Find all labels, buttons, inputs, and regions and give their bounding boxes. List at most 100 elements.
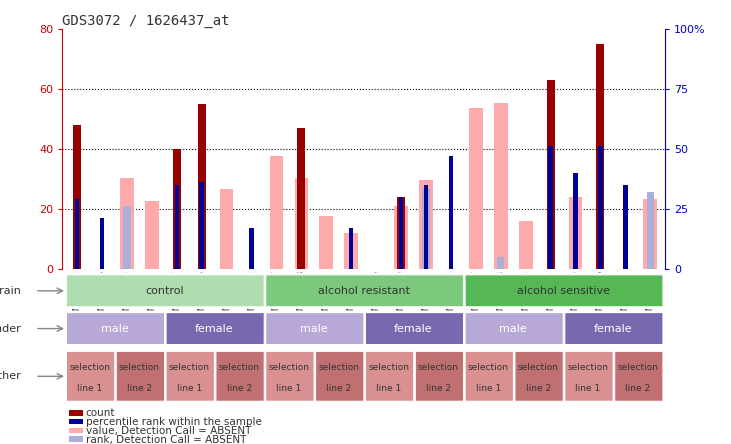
Bar (399, 197, 404, 269)
Bar (145, 202, 159, 269)
Bar (494, 103, 507, 269)
FancyBboxPatch shape (565, 313, 663, 345)
FancyBboxPatch shape (565, 351, 613, 401)
Text: selection: selection (169, 363, 210, 372)
Text: line 2: line 2 (126, 384, 152, 393)
Text: alcohol resistant: alcohol resistant (318, 286, 409, 296)
Bar (394, 206, 408, 269)
FancyBboxPatch shape (266, 351, 314, 401)
FancyBboxPatch shape (465, 313, 564, 345)
Text: line 2: line 2 (526, 384, 550, 393)
FancyBboxPatch shape (366, 351, 414, 401)
Text: strain: strain (0, 286, 21, 296)
Bar (175, 185, 179, 269)
FancyBboxPatch shape (67, 351, 115, 401)
Text: line 1: line 1 (476, 384, 501, 393)
Bar (569, 197, 583, 269)
FancyBboxPatch shape (465, 275, 663, 307)
FancyBboxPatch shape (166, 351, 214, 401)
Bar (200, 182, 204, 269)
Bar (547, 80, 555, 269)
Bar (75, 199, 80, 269)
FancyBboxPatch shape (316, 351, 364, 401)
FancyBboxPatch shape (116, 351, 164, 401)
Bar (99, 218, 105, 269)
Bar (497, 257, 504, 269)
Bar (519, 221, 532, 269)
Bar (548, 147, 553, 269)
Text: other: other (0, 371, 21, 381)
Bar (623, 185, 628, 269)
Text: percentile rank within the sample: percentile rank within the sample (86, 417, 262, 427)
Text: control: control (145, 286, 183, 296)
FancyBboxPatch shape (615, 351, 663, 401)
Bar (344, 233, 358, 269)
Text: male: male (101, 324, 129, 333)
Text: selection: selection (268, 363, 309, 372)
Text: line 1: line 1 (575, 384, 601, 393)
Text: male: male (300, 324, 327, 333)
Bar (596, 44, 605, 269)
Bar (469, 108, 482, 269)
Bar (295, 178, 308, 269)
Bar (598, 147, 602, 269)
FancyBboxPatch shape (266, 313, 364, 345)
Bar (173, 149, 181, 269)
FancyBboxPatch shape (266, 275, 463, 307)
Bar (124, 206, 131, 269)
Bar (173, 211, 181, 269)
Text: line 2: line 2 (326, 384, 352, 393)
Text: line 1: line 1 (77, 384, 102, 393)
Text: line 1: line 1 (376, 384, 401, 393)
FancyBboxPatch shape (415, 351, 463, 401)
Bar (270, 156, 284, 269)
Text: selection: selection (418, 363, 459, 372)
FancyBboxPatch shape (366, 313, 463, 345)
Bar (249, 228, 254, 269)
Text: selection: selection (69, 363, 110, 372)
Text: selection: selection (617, 363, 659, 372)
FancyBboxPatch shape (67, 313, 164, 345)
FancyBboxPatch shape (166, 313, 264, 345)
Text: selection: selection (318, 363, 359, 372)
Text: selection: selection (468, 363, 509, 372)
Bar (646, 192, 654, 269)
Text: value, Detection Call = ABSENT: value, Detection Call = ABSENT (86, 426, 251, 436)
Text: selection: selection (567, 363, 608, 372)
Bar (573, 173, 577, 269)
Bar (643, 199, 657, 269)
Bar (419, 180, 433, 269)
Text: GDS3072 / 1626437_at: GDS3072 / 1626437_at (62, 14, 230, 28)
Text: selection: selection (368, 363, 409, 372)
Text: line 1: line 1 (276, 384, 301, 393)
Text: female: female (394, 324, 433, 333)
Bar (220, 190, 233, 269)
Bar (319, 216, 333, 269)
Bar (298, 204, 305, 269)
Bar (397, 197, 405, 269)
Text: selection: selection (219, 363, 260, 372)
Text: female: female (195, 324, 233, 333)
Text: line 1: line 1 (177, 384, 202, 393)
FancyBboxPatch shape (515, 351, 564, 401)
Text: male: male (499, 324, 527, 333)
FancyBboxPatch shape (216, 351, 264, 401)
Bar (298, 128, 306, 269)
Bar (423, 190, 430, 269)
Text: selection: selection (518, 363, 558, 372)
Bar (197, 104, 205, 269)
FancyBboxPatch shape (465, 351, 513, 401)
Bar (349, 228, 354, 269)
Text: alcohol sensitive: alcohol sensitive (517, 286, 610, 296)
Text: count: count (86, 408, 115, 418)
Bar (73, 125, 81, 269)
Bar (424, 185, 428, 269)
FancyBboxPatch shape (67, 275, 264, 307)
Text: line 2: line 2 (426, 384, 451, 393)
Text: rank, Detection Call = ABSENT: rank, Detection Call = ABSENT (86, 435, 246, 444)
Text: gender: gender (0, 324, 21, 333)
Text: line 2: line 2 (625, 384, 651, 393)
Text: female: female (594, 324, 632, 333)
Text: selection: selection (119, 363, 160, 372)
Bar (449, 156, 453, 269)
